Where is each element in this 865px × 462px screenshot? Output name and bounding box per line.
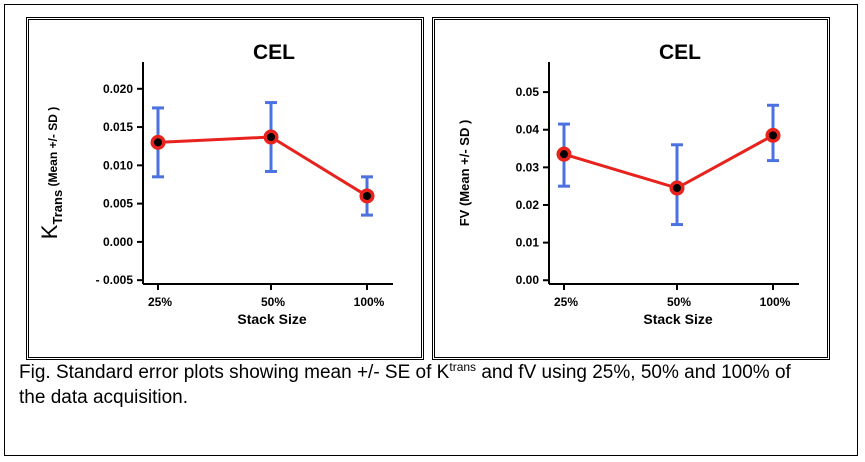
ktrans-chart-panel: CEL - 0.005 0.000 0.005 0.010 0.015 0.020 25% 50… — [26, 17, 424, 360]
fv-chart-panel: CEL 0.00 0.01 0.02 0.03 0.04 0.05 25% 50% 100% Sta… — [432, 17, 830, 360]
ktrans-x-tick-label: 100% — [354, 295, 385, 309]
fv-chart: CEL 0.00 0.01 0.02 0.03 0.04 0.05 25% 50% 100% Sta… — [457, 41, 799, 327]
ktrans-point — [267, 133, 275, 142]
fv-y-tick-label: 0.03 — [516, 160, 540, 174]
ktrans-chart: CEL - 0.005 0.000 0.005 0.010 0.015 0.020 25% 50… — [37, 41, 393, 327]
fv-y-tick-label: 0.02 — [516, 198, 540, 212]
ktrans-title: CEL — [253, 41, 295, 64]
ktrans-x-tick-label: 50% — [261, 295, 285, 309]
ktrans-y-tick-label: 0.015 — [103, 120, 133, 134]
caption-prefix: Fig. Standard error plots showing mean +… — [19, 362, 450, 383]
ktrans-x-tick-label: 25% — [148, 295, 172, 309]
caption-suffix: and fV using 25%, 50% and 100% of the da… — [19, 362, 791, 408]
fv-y-tick-label: 0.00 — [516, 273, 540, 287]
fv-x-tick-label: 50% — [667, 295, 691, 309]
fv-y-tick-label: 0.01 — [516, 236, 540, 250]
fv-series-line — [563, 134, 774, 190]
ktrans-y-tick-label: 0.005 — [103, 197, 133, 211]
fv-title: CEL — [659, 41, 701, 64]
ktrans-x-axis-label: Stack Size — [237, 311, 306, 327]
fv-y-tick-label: 0.05 — [516, 85, 540, 99]
ktrans-y-axis-label: KTrans (Mean +/- SD ) — [37, 107, 65, 239]
fv-y-tick-label: 0.04 — [516, 123, 540, 137]
fv-x-tick-label: 25% — [554, 295, 578, 309]
fv-point — [673, 184, 681, 193]
ktrans-y-tick-label: 0.010 — [103, 158, 133, 172]
fv-point — [560, 150, 568, 159]
ktrans-y-tick-label: - 0.005 — [96, 273, 134, 287]
fv-x-axis-label: Stack Size — [643, 311, 712, 327]
ktrans-series-line — [157, 135, 368, 198]
ktrans-y-tick-label: 0.020 — [103, 82, 133, 96]
fv-x-tick-label: 100% — [760, 295, 791, 309]
fv-point — [769, 131, 777, 140]
figure-caption: Fig. Standard error plots showing mean +… — [19, 360, 819, 410]
caption-superscript: trans — [449, 360, 477, 374]
ktrans-y-tick-label: 0.000 — [103, 235, 133, 249]
figure-frame: CEL - 0.005 0.000 0.005 0.010 0.015 0.020 25% 50… — [4, 4, 858, 456]
fv-y-axis-label: FV (Mean +/- SD ) — [457, 120, 472, 227]
ktrans-point — [363, 191, 371, 200]
ktrans-point — [154, 138, 162, 147]
